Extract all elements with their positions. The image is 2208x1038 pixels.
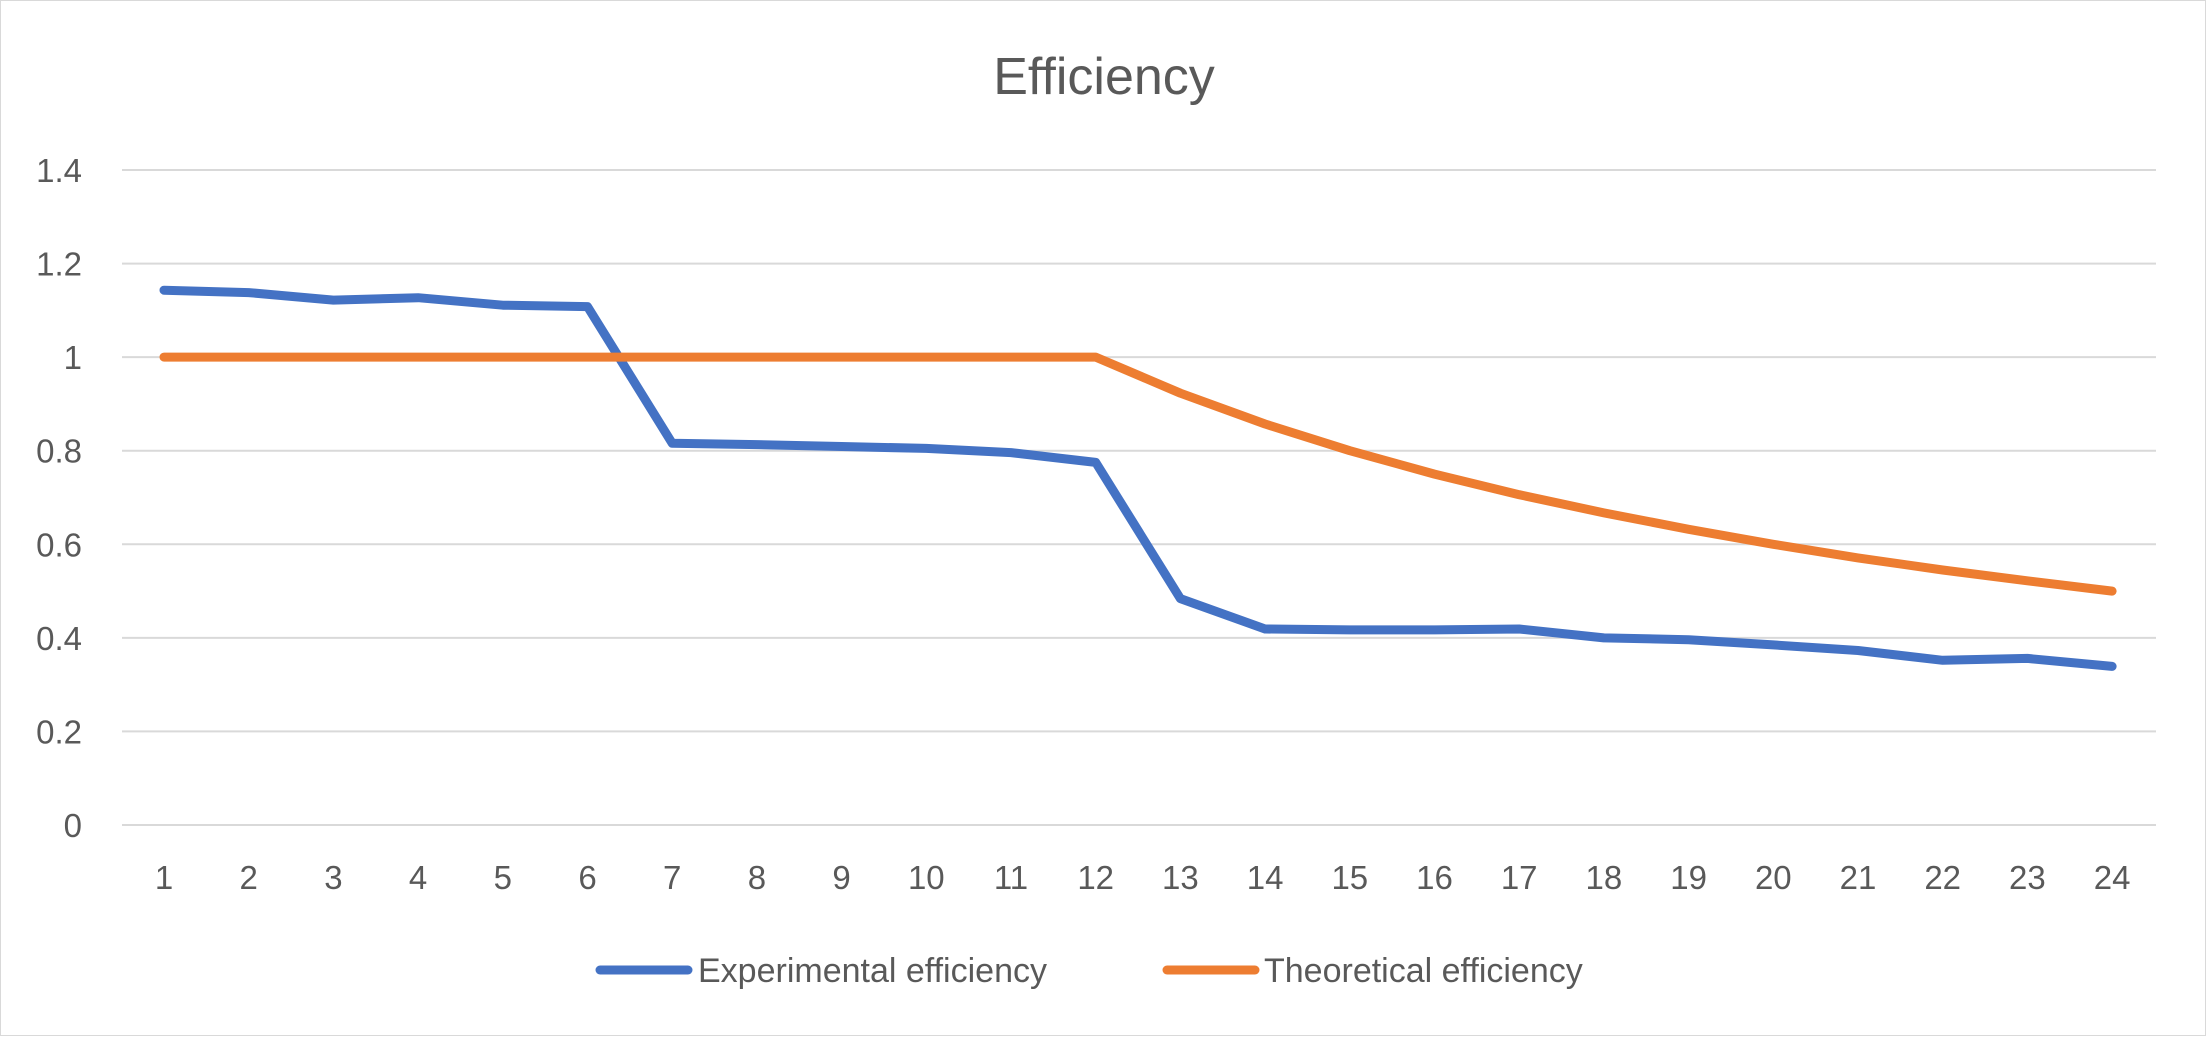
y-tick-label: 0.4 [36, 620, 82, 657]
legend-label: Theoretical efficiency [1264, 952, 1583, 990]
x-tick-label: 13 [1162, 859, 1199, 896]
y-tick-label: 0.6 [36, 526, 82, 563]
series-lines [159, 285, 2117, 671]
x-tick-label: 9 [832, 859, 850, 896]
x-tick-label: 4 [409, 859, 427, 896]
x-tick-label: 3 [324, 859, 342, 896]
legend-label: Experimental efficiency [698, 952, 1047, 990]
x-tick-label: 17 [1501, 859, 1538, 896]
x-tick-label: 22 [1924, 859, 1961, 896]
x-tick-label: 12 [1077, 859, 1114, 896]
x-tick-label: 16 [1416, 859, 1453, 896]
x-tick-label: 24 [2094, 859, 2131, 896]
x-tick-label: 1 [155, 859, 173, 896]
theoretical-efficiency-line [159, 352, 2117, 596]
x-tick-label: 2 [240, 859, 258, 896]
y-tick-label: 1 [64, 339, 82, 376]
y-axis-ticks: 0 0.2 0.4 0.6 0.8 1 1.2 1.4 [36, 152, 82, 844]
x-tick-label: 21 [1840, 859, 1877, 896]
x-tick-label: 8 [748, 859, 766, 896]
x-tick-label: 14 [1247, 859, 1284, 896]
x-axis-ticks: 1 2 3 4 5 6 7 8 9 10 11 12 13 14 15 16 17 18 19 20 21 22 23 24 [155, 859, 2131, 896]
y-tick-label: 1.4 [36, 152, 82, 189]
x-tick-label: 7 [663, 859, 681, 896]
y-tick-label: 0 [64, 807, 82, 844]
x-tick-label: 20 [1755, 859, 1792, 896]
gridlines [122, 169, 2156, 826]
experimental-efficiency-line [159, 285, 2117, 671]
x-tick-label: 6 [578, 859, 596, 896]
x-tick-label: 23 [2009, 859, 2046, 896]
x-tick-label: 11 [994, 859, 1028, 896]
y-tick-label: 1.2 [36, 246, 82, 283]
chart-title: Efficiency [993, 48, 1215, 106]
x-tick-label: 18 [1586, 859, 1623, 896]
x-tick-label: 5 [494, 859, 512, 896]
x-tick-label: 10 [908, 859, 945, 896]
legend: Experimental efficiency Theoretical effic… [595, 952, 1583, 990]
x-tick-label: 15 [1331, 859, 1368, 896]
y-tick-label: 0.2 [36, 713, 82, 750]
y-tick-label: 0.8 [36, 433, 82, 470]
x-tick-label: 19 [1670, 859, 1707, 896]
